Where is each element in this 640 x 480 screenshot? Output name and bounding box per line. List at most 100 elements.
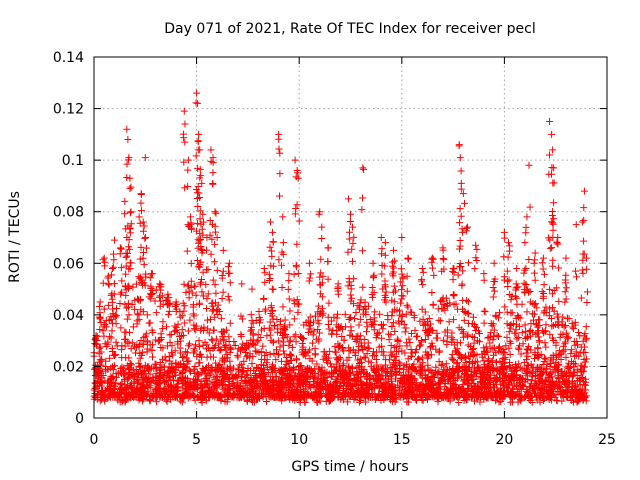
data-point — [218, 393, 226, 401]
data-point — [345, 376, 353, 384]
data-point — [197, 396, 205, 404]
data-point — [127, 394, 135, 402]
data-point — [476, 398, 484, 406]
data-point — [112, 370, 120, 378]
data-point — [163, 398, 171, 406]
data-point — [163, 293, 171, 301]
data-point — [346, 314, 354, 322]
data-point — [256, 394, 264, 402]
data-point — [574, 395, 582, 403]
data-point — [199, 341, 207, 349]
data-point — [279, 213, 287, 221]
data-point — [214, 310, 222, 318]
data-point — [398, 347, 406, 355]
data-point — [248, 285, 256, 293]
data-point — [429, 254, 437, 262]
data-point — [414, 385, 422, 393]
data-point — [117, 324, 125, 332]
data-point — [207, 353, 215, 361]
data-point — [355, 398, 363, 406]
data-point — [483, 347, 491, 355]
data-point — [516, 364, 524, 372]
data-point — [306, 346, 314, 354]
data-point — [572, 348, 580, 356]
data-point — [457, 185, 465, 193]
data-point — [203, 304, 211, 312]
data-point — [305, 277, 313, 285]
y-tick-label: 0 — [75, 411, 84, 427]
data-point — [197, 235, 205, 243]
data-point — [96, 356, 104, 364]
data-point — [375, 383, 383, 391]
data-point — [513, 335, 521, 343]
data-point — [572, 387, 580, 395]
data-point — [456, 242, 464, 250]
data-point — [219, 246, 227, 254]
y-tick-label: 0.08 — [53, 205, 84, 221]
data-point — [280, 324, 288, 332]
data-point — [445, 318, 453, 326]
data-point — [122, 328, 130, 336]
data-point — [554, 234, 562, 241]
data-point — [132, 365, 140, 373]
data-points — [90, 89, 592, 407]
data-point — [104, 301, 112, 309]
data-point — [376, 376, 384, 384]
data-point — [264, 368, 272, 376]
data-point — [523, 308, 531, 316]
data-point — [277, 329, 285, 337]
data-point — [462, 366, 470, 374]
data-point — [347, 291, 355, 299]
data-point — [406, 376, 414, 384]
data-point — [199, 292, 207, 300]
data-point — [294, 174, 302, 182]
data-point — [257, 334, 265, 342]
data-point — [534, 353, 542, 361]
data-point — [498, 395, 506, 403]
data-point — [107, 291, 115, 299]
data-point — [419, 359, 427, 367]
data-point — [310, 327, 318, 335]
data-point — [349, 257, 357, 265]
data-point — [206, 315, 214, 323]
data-point — [137, 243, 145, 251]
data-point — [143, 337, 151, 345]
data-point — [341, 310, 349, 318]
data-point — [166, 331, 174, 339]
data-point — [136, 219, 144, 227]
data-point — [548, 322, 556, 330]
data-point — [359, 345, 367, 353]
data-point — [109, 263, 117, 271]
data-point — [392, 375, 400, 383]
data-point — [473, 245, 481, 253]
data-point — [358, 194, 366, 202]
data-point — [573, 337, 581, 345]
data-point — [196, 215, 204, 223]
data-point — [524, 352, 532, 360]
data-point — [264, 363, 272, 371]
data-point — [139, 368, 147, 376]
data-point — [259, 342, 267, 350]
data-point — [492, 377, 500, 385]
data-point — [429, 327, 437, 335]
data-point — [292, 263, 300, 271]
data-point — [317, 255, 325, 263]
data-point — [126, 265, 134, 273]
data-point — [474, 390, 482, 398]
data-point — [457, 212, 465, 220]
data-point — [507, 296, 515, 304]
data-point — [522, 387, 530, 395]
data-point — [435, 358, 443, 366]
data-point — [182, 354, 190, 362]
data-point — [152, 385, 160, 393]
data-point — [197, 242, 205, 250]
data-point — [444, 395, 452, 403]
data-point — [540, 309, 548, 317]
data-point — [151, 386, 159, 394]
data-point — [579, 269, 587, 277]
data-point — [199, 218, 207, 226]
data-point — [550, 199, 558, 207]
data-point — [428, 339, 436, 347]
data-point — [98, 387, 106, 395]
data-point — [546, 117, 554, 125]
